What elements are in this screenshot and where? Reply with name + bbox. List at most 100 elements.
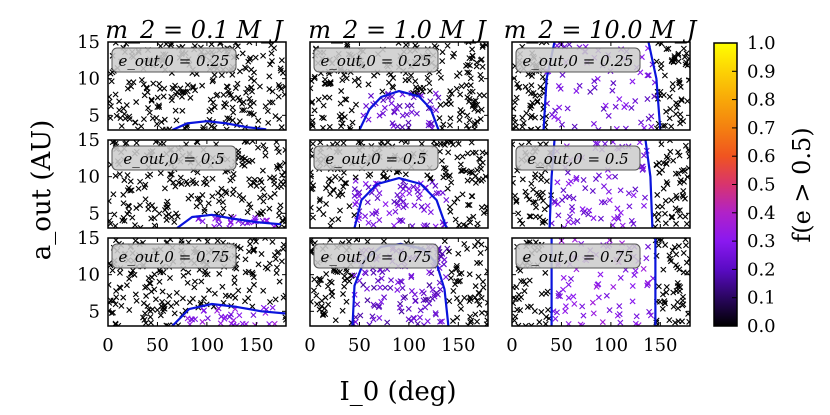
scatter-point	[453, 278, 460, 285]
scatter-point	[166, 274, 173, 281]
scatter-point	[186, 299, 193, 306]
label-box	[515, 145, 641, 171]
scatter-point	[250, 246, 257, 253]
scatter-point	[121, 177, 128, 184]
scatter-point	[453, 85, 460, 92]
scatter-point	[414, 188, 421, 195]
scatter-point	[111, 211, 118, 218]
scatter-point	[538, 176, 545, 183]
scatter-point	[451, 50, 458, 57]
scatter-point	[517, 307, 524, 314]
scatter-point	[335, 192, 342, 199]
scatter-point	[248, 110, 255, 117]
scatter-point	[236, 312, 243, 319]
boundary-curve	[353, 177, 448, 228]
scatter-point	[559, 121, 565, 128]
scatter-point	[262, 264, 269, 271]
scatter-point	[437, 318, 444, 325]
scatter-point	[412, 78, 419, 85]
scatter-point	[246, 158, 252, 165]
scatter-point	[159, 288, 166, 295]
scatter-point	[330, 186, 337, 193]
scatter-point	[363, 102, 370, 109]
scatter-point	[126, 79, 133, 86]
scatter-point	[429, 295, 436, 302]
scatter-point	[428, 120, 435, 127]
scatter-point	[126, 203, 133, 210]
scatter-point	[209, 175, 216, 182]
scatter-point	[130, 79, 137, 86]
scatter-point	[645, 72, 652, 79]
scatter-point	[686, 318, 690, 325]
scatter-point	[355, 82, 362, 89]
scatter-point	[194, 195, 201, 202]
scatter-point	[640, 202, 647, 209]
scatter-point	[278, 258, 285, 265]
scatter-point	[245, 58, 252, 65]
scatter-point	[419, 88, 426, 95]
scatter-point	[252, 54, 259, 61]
scatter-point	[521, 288, 528, 295]
scatter-point	[157, 85, 163, 92]
scatter-point	[222, 313, 229, 320]
scatter-point	[539, 189, 546, 196]
x-tick-label: 150	[441, 335, 475, 356]
scatter-point	[204, 271, 211, 278]
scatter-point	[251, 281, 257, 288]
scatter-point	[573, 174, 580, 181]
scatter-point	[334, 140, 341, 147]
scatter-point	[370, 316, 377, 323]
scatter-point	[512, 115, 517, 122]
scatter-point	[673, 104, 680, 111]
scatter-point	[458, 167, 464, 174]
scatter-point	[641, 152, 648, 159]
scatter-point	[108, 217, 113, 224]
label-text: e_out,0 = 0.5	[527, 150, 628, 168]
scatter-point	[552, 107, 559, 114]
scatter-point	[379, 88, 386, 95]
scatter-point	[147, 171, 154, 178]
scatter-point	[225, 90, 232, 97]
scatter-point	[662, 220, 669, 227]
label-box	[111, 145, 237, 171]
scatter-point	[542, 269, 549, 276]
scatter-point	[223, 190, 230, 197]
scatter-point	[474, 297, 481, 304]
colorbar-tick-label: 1.0	[747, 33, 776, 54]
scatter-point	[204, 315, 211, 322]
scatter-point	[683, 220, 690, 227]
scatter-point	[161, 116, 168, 123]
scatter-point	[335, 216, 342, 223]
scatter-point	[234, 80, 241, 87]
scatter-point	[525, 88, 532, 94]
eccentricity-label: e_out,0 = 0.25	[111, 47, 237, 73]
eccentricity-label: e_out,0 = 0.75	[515, 243, 641, 269]
scatter-point	[325, 301, 332, 308]
scatter-point	[424, 74, 431, 81]
scatter-point	[471, 120, 478, 127]
scatter-point	[605, 188, 612, 195]
scatter-point	[171, 310, 178, 317]
scatter-point	[156, 278, 163, 285]
scatter-point	[282, 83, 286, 90]
scatter-point	[678, 96, 685, 103]
scatter-point	[332, 317, 339, 324]
scatter-point	[651, 93, 658, 100]
scatter-point	[186, 321, 193, 326]
scatter-point	[214, 307, 221, 314]
scatter-point	[415, 195, 422, 202]
scatter-point	[532, 198, 539, 205]
scatter-point	[468, 317, 475, 324]
scatter-point	[472, 97, 479, 104]
scatter-point	[468, 55, 475, 62]
scatter-point	[278, 124, 285, 130]
scatter-point	[376, 190, 383, 197]
label-text: e_out,0 = 0.75	[321, 248, 432, 266]
scatter-point	[591, 84, 598, 91]
scatter-point	[108, 98, 113, 105]
scatter-point	[218, 192, 225, 199]
scatter-point	[679, 318, 686, 325]
scatter-point	[617, 319, 624, 326]
scatter-point	[516, 84, 523, 91]
